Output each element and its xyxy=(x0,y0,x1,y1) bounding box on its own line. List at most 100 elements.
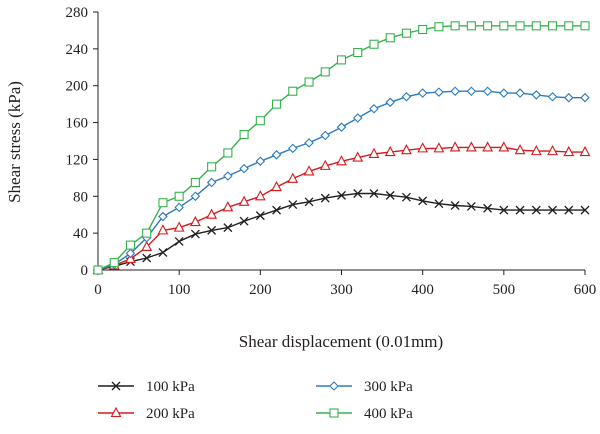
data-point xyxy=(272,205,282,215)
data-point xyxy=(385,97,395,108)
data-point xyxy=(580,92,590,103)
data-point xyxy=(450,21,460,31)
data-point xyxy=(564,205,574,215)
data-point xyxy=(466,201,476,211)
y-tick-label: 120 xyxy=(66,152,89,168)
data-point xyxy=(449,141,461,152)
x-axis-title: Shear displacement (0.01mm) xyxy=(239,332,443,351)
data-point xyxy=(466,86,477,97)
data-point xyxy=(499,205,509,215)
data-point xyxy=(336,122,347,132)
legend-marker xyxy=(111,381,121,391)
data-point xyxy=(207,225,217,235)
data-point xyxy=(238,195,250,206)
y-tick-label: 40 xyxy=(73,226,88,242)
x-tick-label: 600 xyxy=(574,282,597,298)
data-point xyxy=(173,221,185,232)
data-point xyxy=(401,28,411,38)
data-point xyxy=(417,88,428,98)
data-point xyxy=(158,211,168,222)
data-point xyxy=(563,92,574,103)
data-point xyxy=(272,99,282,109)
data-point xyxy=(450,86,460,97)
x-tick-label: 300 xyxy=(330,282,353,298)
data-point xyxy=(319,159,331,170)
data-point xyxy=(125,252,136,263)
data-point xyxy=(142,228,152,238)
series-3 xyxy=(93,86,590,275)
y-tick-label: 0 xyxy=(81,263,89,279)
y-tick-label: 280 xyxy=(66,5,89,21)
data-point xyxy=(580,21,590,31)
data-point xyxy=(239,216,249,226)
data-point xyxy=(433,142,445,153)
y-axis-title: Shear stress (kPa) xyxy=(5,81,24,203)
data-point xyxy=(174,191,184,201)
data-point xyxy=(434,22,444,32)
data-point xyxy=(385,190,395,200)
data-point xyxy=(304,197,314,207)
data-point xyxy=(337,190,346,200)
data-point xyxy=(320,130,331,141)
data-point xyxy=(288,143,298,154)
data-point xyxy=(190,177,200,188)
data-point xyxy=(514,144,526,155)
data-point xyxy=(239,163,249,174)
data-point xyxy=(499,88,509,98)
y-tick-label: 200 xyxy=(66,79,89,95)
data-point xyxy=(352,151,364,162)
y-tick-label: 240 xyxy=(66,42,89,58)
data-point xyxy=(157,224,169,235)
data-point xyxy=(547,21,558,31)
x-tick-label: 400 xyxy=(411,282,434,298)
data-point xyxy=(125,240,136,250)
data-point xyxy=(190,191,201,202)
data-point xyxy=(515,21,525,31)
data-point xyxy=(515,205,525,215)
data-point xyxy=(483,203,493,213)
data-point xyxy=(190,229,200,239)
data-point xyxy=(530,144,542,156)
data-point xyxy=(417,142,429,153)
plot-area xyxy=(92,21,591,275)
data-point xyxy=(547,91,558,102)
data-point xyxy=(304,138,314,148)
x-tick-label: 100 xyxy=(168,282,191,298)
data-point xyxy=(125,248,136,259)
data-point xyxy=(401,144,412,155)
data-point xyxy=(304,77,314,87)
data-point xyxy=(271,150,282,160)
data-point xyxy=(580,205,590,215)
data-point xyxy=(531,21,541,31)
data-point xyxy=(353,189,363,198)
data-point xyxy=(174,202,184,213)
data-point xyxy=(352,113,363,123)
data-point xyxy=(206,208,218,219)
legend-marker xyxy=(329,381,339,391)
data-point xyxy=(142,253,152,263)
data-point xyxy=(547,144,558,156)
x-tick-label: 200 xyxy=(249,282,272,298)
data-point xyxy=(288,200,298,210)
data-point xyxy=(434,87,444,97)
data-point xyxy=(482,86,493,97)
data-point xyxy=(109,258,119,268)
series-2 xyxy=(92,141,591,275)
series-line xyxy=(97,90,585,271)
axis-labels: Shear stress (kPa) Shear displacement (0… xyxy=(5,81,443,351)
data-point xyxy=(401,91,412,102)
data-point xyxy=(418,196,428,206)
data-point xyxy=(515,88,525,98)
data-point xyxy=(579,145,591,157)
legend-item: 200 kPa xyxy=(98,406,195,422)
series-4 xyxy=(93,21,590,275)
data-point xyxy=(255,116,265,126)
axes: 0 100 200 300 400 500 600 0 40 80 120 160 200 240 280 xyxy=(66,5,597,298)
data-point xyxy=(385,33,395,43)
data-point xyxy=(563,145,575,157)
series-1 xyxy=(93,189,590,275)
data-point xyxy=(223,223,233,233)
data-point xyxy=(223,171,233,181)
y-tick-label: 80 xyxy=(73,189,88,205)
